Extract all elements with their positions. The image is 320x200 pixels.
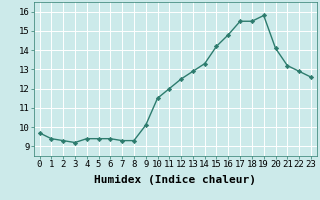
X-axis label: Humidex (Indice chaleur): Humidex (Indice chaleur) — [94, 175, 256, 185]
